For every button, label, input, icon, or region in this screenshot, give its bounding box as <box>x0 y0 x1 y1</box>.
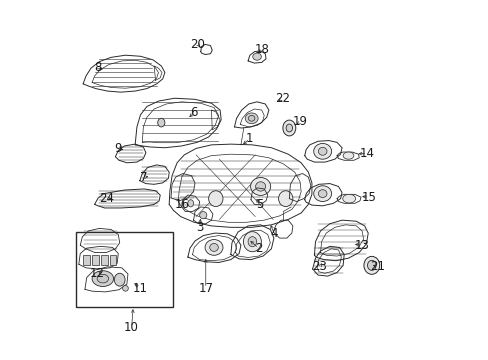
Ellipse shape <box>92 271 113 287</box>
Text: 3: 3 <box>196 221 203 234</box>
Ellipse shape <box>97 274 108 283</box>
Ellipse shape <box>204 239 223 255</box>
Text: 2: 2 <box>255 242 262 255</box>
Ellipse shape <box>209 243 218 251</box>
Ellipse shape <box>247 237 256 247</box>
Text: 18: 18 <box>254 42 268 55</box>
Text: 4: 4 <box>269 226 277 239</box>
Text: 12: 12 <box>89 267 104 280</box>
Ellipse shape <box>199 212 206 219</box>
Text: 1: 1 <box>245 132 253 145</box>
Text: 24: 24 <box>99 192 114 205</box>
Ellipse shape <box>248 116 254 121</box>
Ellipse shape <box>187 200 193 207</box>
Text: 20: 20 <box>190 38 205 51</box>
Ellipse shape <box>285 124 292 132</box>
Text: 14: 14 <box>359 147 374 159</box>
Text: 8: 8 <box>94 60 101 73</box>
Ellipse shape <box>343 152 353 159</box>
Bar <box>110 255 116 265</box>
Text: 22: 22 <box>274 92 289 105</box>
Bar <box>76 232 173 307</box>
Ellipse shape <box>278 191 292 207</box>
Ellipse shape <box>114 273 125 286</box>
Text: 11: 11 <box>132 282 147 295</box>
Ellipse shape <box>342 194 355 203</box>
Bar <box>83 255 89 265</box>
Text: 9: 9 <box>114 142 122 155</box>
Ellipse shape <box>243 231 261 252</box>
Text: 13: 13 <box>354 239 369 252</box>
Ellipse shape <box>313 143 331 159</box>
Ellipse shape <box>250 177 270 195</box>
Bar <box>101 255 107 265</box>
Ellipse shape <box>208 191 223 207</box>
Text: 17: 17 <box>198 282 213 295</box>
Ellipse shape <box>363 256 379 274</box>
Bar <box>92 255 99 265</box>
Text: 19: 19 <box>292 116 307 129</box>
Text: 7: 7 <box>140 171 147 184</box>
Text: 5: 5 <box>255 198 263 211</box>
Ellipse shape <box>122 285 128 291</box>
Ellipse shape <box>244 113 258 124</box>
Ellipse shape <box>255 182 265 191</box>
Text: 23: 23 <box>312 260 326 273</box>
Ellipse shape <box>282 120 295 136</box>
Ellipse shape <box>367 260 375 270</box>
Ellipse shape <box>158 118 164 127</box>
Text: 15: 15 <box>361 191 376 204</box>
Ellipse shape <box>252 53 261 60</box>
Text: 16: 16 <box>174 198 189 211</box>
Text: 6: 6 <box>190 106 198 119</box>
Ellipse shape <box>318 147 326 155</box>
Ellipse shape <box>318 190 326 198</box>
Ellipse shape <box>313 186 331 202</box>
Text: 21: 21 <box>369 260 385 273</box>
Text: 10: 10 <box>124 321 139 334</box>
